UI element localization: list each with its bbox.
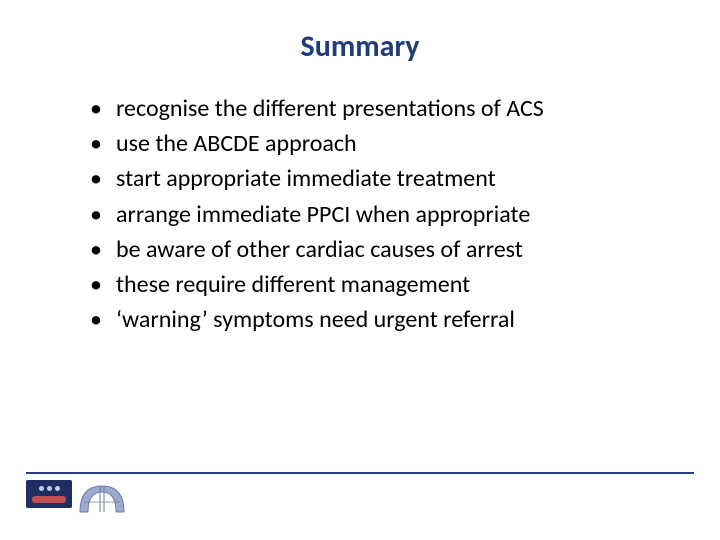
slide: Summary recognise the different presenta… <box>0 0 720 540</box>
list-item: recognise the different presentations of… <box>90 93 670 124</box>
list-item: these require different management <box>90 269 670 300</box>
list-item: use the ABCDE approach <box>90 128 670 159</box>
footer-arch-icon <box>78 476 126 514</box>
slide-footer <box>0 472 720 518</box>
footer-badge-icon <box>26 480 72 508</box>
slide-title: Summary <box>50 28 670 65</box>
list-item: start appropriate immediate treatment <box>90 163 670 194</box>
footer-divider <box>26 472 694 474</box>
list-item: ‘warning’ symptoms need urgent referral <box>90 304 670 335</box>
list-item: arrange immediate PPCI when appropriate <box>90 199 670 230</box>
list-item: be aware of other cardiac causes of arre… <box>90 234 670 265</box>
bullet-list: recognise the different presentations of… <box>50 93 670 335</box>
